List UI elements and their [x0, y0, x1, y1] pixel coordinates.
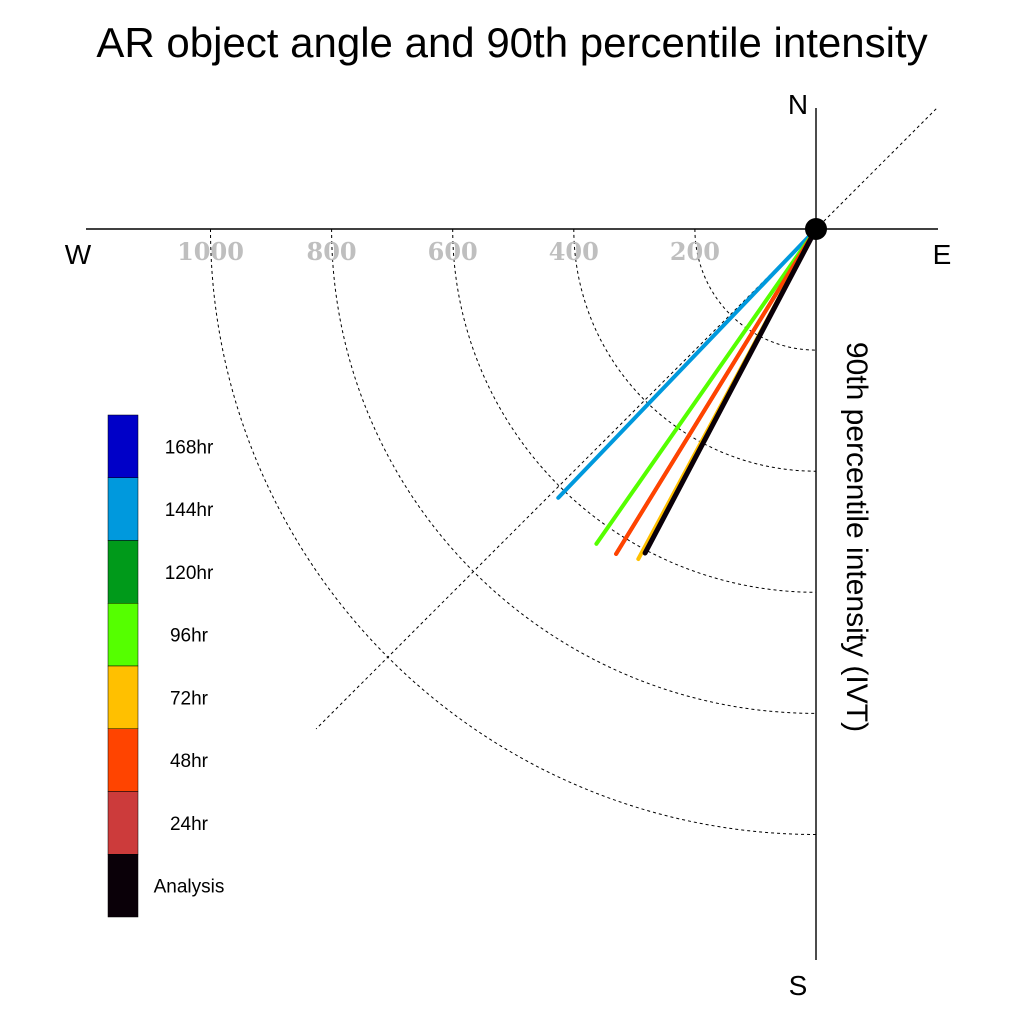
legend-swatch: [107, 540, 139, 604]
legend-label: 72hr: [170, 688, 209, 709]
radial-tick-label: 400: [549, 237, 599, 266]
legend-label: Analysis: [154, 877, 225, 898]
legend-swatch: [107, 854, 139, 918]
legend-swatch: [107, 477, 139, 541]
radial-tick-label: 1000: [177, 237, 244, 266]
series-line-analysis: [642, 226, 819, 556]
range-ring: [452, 228, 817, 593]
radial-tick-label: 800: [307, 237, 357, 266]
legend-swatch: [107, 603, 139, 667]
legend-swatch: [107, 665, 139, 729]
legend-swatch: [107, 414, 139, 478]
series-line-48hr: [614, 227, 818, 556]
legend-swatch: [107, 728, 139, 792]
chart-title: AR object angle and 90th percentile inte…: [96, 19, 927, 66]
legend-label: 48hr: [170, 751, 209, 772]
compass-east-label: E: [933, 239, 952, 270]
grid: [86, 108, 938, 960]
radial-tick-labels: 200 400 600 800 1000: [177, 237, 720, 266]
origin-dot: [805, 218, 827, 240]
range-ring: [210, 228, 817, 835]
compass-west-label: W: [65, 239, 92, 270]
range-ring: [331, 228, 817, 714]
range-ring: [573, 228, 817, 472]
y-axis-label: 90th percentile intensity (IVT): [840, 342, 873, 732]
legend: 168hr 144hr 120hr 96hr 72hr 48hr 24hr Analysis: [107, 414, 225, 918]
legend-swatch: [107, 791, 139, 855]
series-lines: [556, 226, 819, 561]
reference-angle-line: [315, 108, 937, 730]
legend-label: 24hr: [170, 814, 209, 835]
compass-south-label: S: [789, 970, 808, 1001]
range-ring: [694, 228, 817, 351]
legend-label: 144hr: [165, 500, 214, 521]
legend-label: 96hr: [170, 626, 209, 647]
legend-label: 120hr: [165, 563, 214, 584]
radial-tick-label: 600: [428, 237, 478, 266]
compass-north-label: N: [788, 89, 808, 120]
legend-label: 168hr: [165, 437, 214, 458]
series-line-144hr: [556, 227, 818, 500]
radial-tick-label: 200: [670, 237, 720, 266]
series-line-96hr: [594, 227, 818, 546]
